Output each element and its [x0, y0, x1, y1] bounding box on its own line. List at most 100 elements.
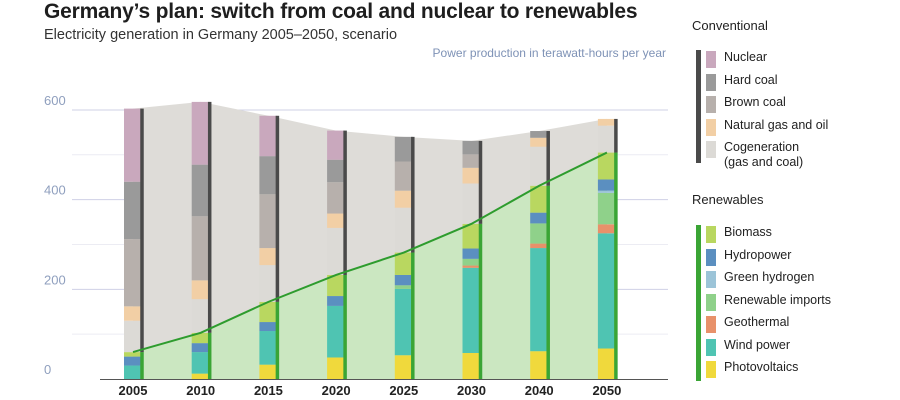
- bar-segment-natural-gas-and-oil: [597, 118, 616, 126]
- bar-segment-natural-gas-and-oil: [259, 248, 278, 266]
- bar-segment-cogeneration-gas-and-coal-: [394, 207, 413, 253]
- legend-label: Cogeneration (gas and coal): [724, 140, 804, 169]
- bar-segment-biomass: [124, 352, 142, 357]
- bar-segment-hydropower: [124, 356, 142, 366]
- legend-item: Renewable imports: [706, 291, 896, 311]
- legend-item: Hydropower: [706, 246, 896, 266]
- bar-segment-brown-coal: [394, 161, 413, 191]
- y-tick-label: 600: [44, 93, 66, 108]
- x-tick-label: 2005: [119, 383, 148, 398]
- bar-segment-brown-coal: [327, 182, 346, 214]
- legend-item: Brown coal: [706, 93, 896, 113]
- bar-segment-renewable-imports: [597, 192, 616, 225]
- bar-segment-cogeneration-gas-and-coal-: [530, 146, 549, 186]
- bar-segment-geothermal: [530, 243, 549, 249]
- bar-segment-biomass: [191, 332, 210, 344]
- legend-swatch: [706, 226, 716, 243]
- bar-segment-hydropower: [394, 274, 413, 286]
- bar-segment-wind-power: [394, 288, 413, 356]
- renewables-edge: [478, 223, 483, 379]
- legend-group-bar: [696, 225, 701, 381]
- bar-segment-natural-gas-and-oil: [191, 280, 210, 300]
- bar-segment-natural-gas-and-oil: [327, 213, 346, 228]
- legend-label: Geothermal: [724, 315, 790, 329]
- renewables-edge: [207, 332, 212, 379]
- bar-segment-hard-coal: [394, 136, 413, 162]
- legend-label: Hard coal: [724, 72, 778, 87]
- legend-label: Nuclear: [724, 50, 768, 64]
- renewables-edge: [275, 301, 280, 379]
- renewables-edge: [140, 352, 144, 379]
- renewables-edge: [546, 185, 550, 379]
- conventional-edge: [478, 140, 483, 224]
- chart-subtitle: Electricity generation in Germany 2005–2…: [44, 27, 398, 43]
- bar-segment-renewable-imports: [394, 285, 413, 289]
- renewables-area: [133, 152, 607, 379]
- conventional-edge: [614, 118, 618, 153]
- legend-swatch: [706, 51, 716, 68]
- legend-item: Hard coal: [706, 71, 896, 91]
- bar-segment-photovoltaics: [462, 352, 481, 379]
- bar-segment-hydropower: [530, 212, 549, 224]
- legend-item: Green hydrogen: [706, 268, 896, 288]
- legend-item: Nuclear: [706, 48, 896, 68]
- chart-title: Germany’s plan: switch from coal and nuc…: [44, 0, 638, 23]
- x-tick-label: 2040: [525, 383, 554, 398]
- conventional-edge: [411, 136, 415, 253]
- bar-segment-brown-coal: [191, 216, 210, 281]
- bar-segment-geothermal: [462, 265, 481, 268]
- legend-item: Geothermal: [706, 313, 896, 333]
- bar-segment-brown-coal: [259, 194, 278, 249]
- bar-segment-cogeneration-gas-and-coal-: [259, 265, 278, 302]
- conventional-edge: [275, 115, 280, 302]
- bar-segment-nuclear: [327, 130, 346, 160]
- x-tick-label: 2030: [457, 383, 486, 398]
- renewables-edge: [614, 152, 618, 379]
- bar-segment-hydropower: [597, 179, 616, 191]
- bar-segment-hydropower: [462, 248, 481, 259]
- legend-label: Photovoltaics: [724, 360, 799, 374]
- legend-swatch: [706, 293, 716, 311]
- bar-segment-photovoltaics: [191, 373, 210, 379]
- legend-swatch: [706, 316, 716, 333]
- legend-swatch: [706, 118, 716, 136]
- legend-item: Cogeneration (gas and coal): [706, 138, 896, 169]
- bar-segment-biomass: [394, 252, 413, 275]
- bar-segment-biomass: [530, 185, 549, 213]
- bar-segment-cogeneration-gas-and-coal-: [191, 299, 210, 333]
- x-tick-label: 2050: [592, 383, 621, 398]
- renewables-line: [132, 151, 608, 354]
- legend-item: Photovoltaics: [706, 358, 896, 378]
- bar-segment-cogeneration-gas-and-coal-: [597, 125, 616, 153]
- bar-segment-renewable-imports: [530, 223, 549, 244]
- bar-segment-green-hydrogen: [597, 190, 616, 193]
- legend-item: Wind power: [706, 336, 896, 356]
- bar-segment-hard-coal: [327, 159, 346, 183]
- x-tick-label: 2025: [389, 383, 418, 398]
- bar-segment-geothermal: [597, 224, 616, 234]
- renewables-edge: [411, 252, 415, 379]
- bar-segment-photovoltaics: [394, 355, 413, 379]
- conventional-edge: [140, 108, 144, 353]
- bar-segment-wind-power: [259, 331, 278, 365]
- bar-segment-hard-coal: [124, 181, 142, 240]
- conventional-edge: [207, 101, 212, 333]
- bar-segment-biomass: [462, 223, 481, 249]
- legend-item: Natural gas and oil: [706, 116, 896, 136]
- bar-segment-natural-gas-and-oil: [462, 167, 481, 184]
- bar-segment-nuclear: [259, 115, 278, 157]
- bar-segment-cogeneration-gas-and-coal-: [327, 227, 346, 275]
- legend-label: Green hydrogen: [724, 270, 815, 284]
- y-axis-label: Power production in terawatt-hours per y…: [433, 46, 666, 60]
- legend-swatch: [706, 248, 716, 266]
- legend-swatch: [706, 96, 716, 113]
- bar-segment-biomass: [259, 301, 278, 323]
- bar-segment-hard-coal: [259, 156, 278, 195]
- bar-segment-cogeneration-gas-and-coal-: [124, 320, 142, 353]
- legend-heading: Renewables: [692, 192, 764, 207]
- bar-segment-hydropower: [327, 296, 346, 306]
- bar-segment-natural-gas-and-oil: [530, 137, 549, 147]
- bar-segment-photovoltaics: [259, 364, 278, 379]
- bar-segment-photovoltaics: [530, 351, 549, 379]
